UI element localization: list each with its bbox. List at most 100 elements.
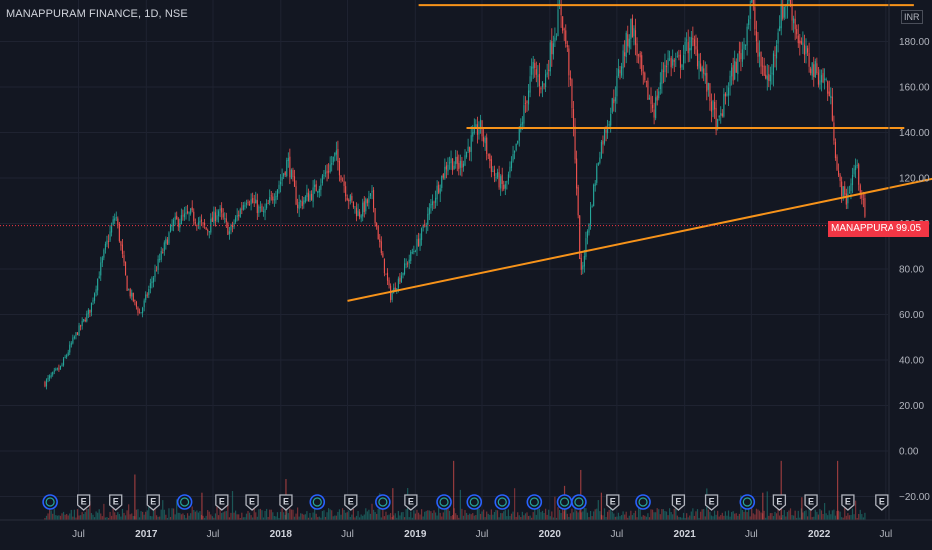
volume-bar [851, 508, 854, 520]
earnings-marker[interactable]: E [875, 494, 889, 511]
volume-bar [791, 515, 793, 520]
candle-body [675, 58, 677, 60]
dividend-marker[interactable] [494, 494, 511, 510]
dividend-marker[interactable] [176, 494, 193, 510]
volume-bar [740, 495, 742, 520]
volume-bar [464, 510, 466, 520]
candle-body [464, 155, 466, 166]
candle-body [365, 198, 367, 212]
earnings-marker[interactable]: E [772, 494, 787, 511]
earnings-marker[interactable]: E [76, 494, 91, 511]
dividend-marker[interactable] [466, 494, 483, 510]
candle-body [408, 259, 410, 264]
dividend-marker[interactable] [375, 494, 391, 510]
volume-bar [797, 510, 799, 520]
volume-bar [207, 510, 209, 520]
earnings-marker[interactable]: E [146, 494, 160, 511]
candle-body [776, 45, 778, 59]
candle-body [580, 258, 582, 270]
candle-body [864, 198, 866, 217]
currency-badge[interactable]: INR [901, 10, 923, 24]
time-axis[interactable]: Jul 2017 Jul 2018 Jul 2019 Jul 2020 Jul 2021 Jul 20… [0, 519, 932, 540]
volume-bar [393, 515, 395, 520]
volume-bar [568, 516, 570, 520]
candle-body [664, 64, 666, 73]
candle-body [177, 218, 179, 227]
y-tick-label: 80.00 [899, 265, 924, 276]
candle-body [292, 170, 294, 178]
volume-bar [129, 514, 131, 520]
volume-bar [400, 512, 403, 520]
dividend-marker[interactable] [436, 494, 452, 510]
last-price-tag: 99.05 [893, 221, 929, 237]
candle-body [129, 289, 131, 297]
candle-body [619, 70, 621, 74]
candle-body [297, 204, 299, 209]
volume-bar [529, 515, 531, 520]
volume-bar [746, 512, 748, 520]
candle-body [834, 141, 837, 158]
dividend-marker[interactable] [635, 494, 651, 510]
earnings-marker[interactable]: E [804, 494, 818, 511]
candle-body [197, 222, 199, 226]
price-axis[interactable]: 200.00180.00160.00140.00120.00100.0080.0… [888, 0, 930, 520]
earnings-marker[interactable]: E [841, 494, 855, 511]
volume-bar [833, 509, 835, 520]
candle-body [235, 217, 237, 223]
volume-bar [256, 516, 258, 520]
volume-bar [603, 508, 606, 520]
volume-bar [841, 517, 843, 520]
volume-bar [169, 516, 172, 520]
candle-body [360, 215, 362, 219]
earnings-marker[interactable]: E [245, 494, 259, 511]
volume-bar [399, 515, 401, 520]
candle-body [608, 124, 610, 126]
candle-body [538, 73, 540, 87]
dividend-marker[interactable] [309, 494, 326, 510]
volume-bar [238, 514, 240, 520]
trend-line[interactable] [347, 177, 932, 302]
candle-body [593, 184, 595, 207]
candle-body [709, 83, 711, 101]
dividend-marker[interactable] [739, 494, 756, 510]
volume-bar [757, 509, 759, 520]
dividend-marker[interactable] [42, 494, 58, 510]
dividend-marker[interactable] [571, 494, 587, 510]
earnings-marker[interactable]: E [404, 494, 418, 511]
volume-bar [700, 511, 702, 520]
candle-body [380, 241, 382, 253]
candle-body [772, 53, 775, 76]
candle-body [81, 320, 83, 326]
earnings-marker[interactable]: E [606, 494, 620, 511]
candle-body [586, 231, 589, 238]
earnings-marker[interactable]: E [671, 494, 686, 511]
volume-bar [641, 516, 643, 520]
candle-body [752, 0, 754, 6]
candle-body [476, 124, 478, 135]
earnings-marker[interactable]: E [279, 494, 293, 511]
earnings-marker[interactable]: E [704, 494, 719, 511]
candle-body [92, 300, 94, 302]
candle-body [61, 364, 63, 366]
volume-bars [44, 460, 866, 520]
earnings-marker[interactable]: E [344, 494, 358, 511]
volume-bar [228, 517, 231, 520]
earnings-marker[interactable]: E [109, 494, 123, 511]
volume-bar [521, 511, 523, 520]
volume-bar [681, 517, 683, 520]
candle-body [90, 302, 93, 313]
volume-bar [183, 515, 186, 520]
volume-bar [822, 513, 824, 520]
dividend-marker[interactable] [556, 494, 573, 510]
volume-bar [275, 516, 277, 520]
earnings-marker[interactable]: E [215, 494, 229, 511]
volume-bar [185, 517, 187, 520]
candle-body [611, 98, 613, 113]
volume-bar [541, 510, 544, 520]
candle-body [475, 124, 477, 128]
dividend-marker[interactable] [526, 494, 543, 510]
volume-bar [579, 510, 581, 520]
volume-bar [565, 509, 567, 520]
volume-bar [555, 517, 558, 520]
